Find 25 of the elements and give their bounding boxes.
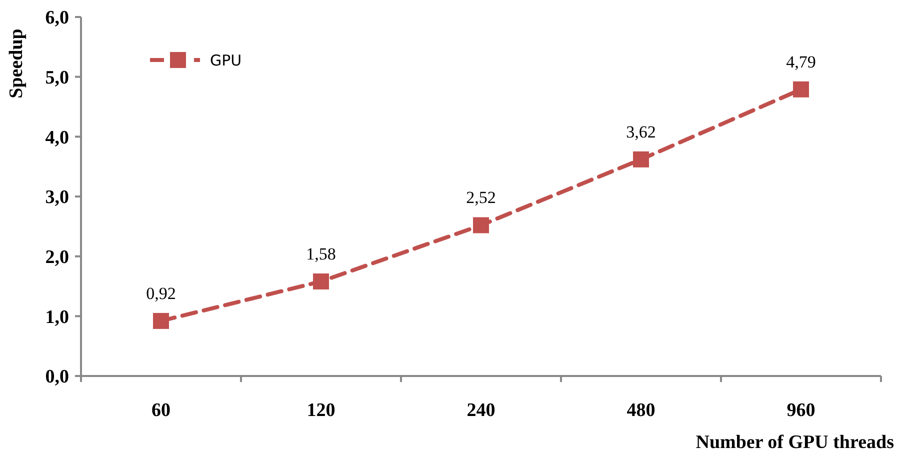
y-tick-label: 0,0	[45, 366, 69, 388]
y-axis-title: Speedup	[6, 28, 27, 98]
data-label: 2,52	[466, 188, 496, 208]
point	[153, 312, 169, 329]
x-axis-title: Number of GPU threads	[696, 432, 894, 453]
point	[473, 217, 489, 234]
x-tick-label: 60	[152, 400, 170, 421]
y-tick-label: 2,0	[45, 246, 69, 268]
data-label: 3,62	[626, 122, 656, 142]
legend-label: GPU	[210, 51, 242, 70]
y-tick-label: 4,0	[45, 127, 69, 148]
point	[313, 273, 329, 290]
y-tick-label: 6,0	[45, 8, 69, 29]
x-tick-label: 480	[626, 400, 656, 421]
x-tick-label: 120	[306, 400, 336, 421]
point	[793, 81, 809, 98]
data-label: 0,92	[146, 284, 176, 303]
point	[633, 151, 649, 168]
data-label: 4,79	[786, 52, 816, 72]
x-tick-label: 960	[786, 400, 816, 421]
y-tick-label: 1,0	[45, 306, 69, 328]
data-label: 1,58	[306, 244, 336, 264]
y-tick-label: 5,0	[45, 67, 69, 88]
x-tick-label: 240	[466, 400, 496, 421]
y-tick-label: 3,0	[45, 187, 69, 208]
